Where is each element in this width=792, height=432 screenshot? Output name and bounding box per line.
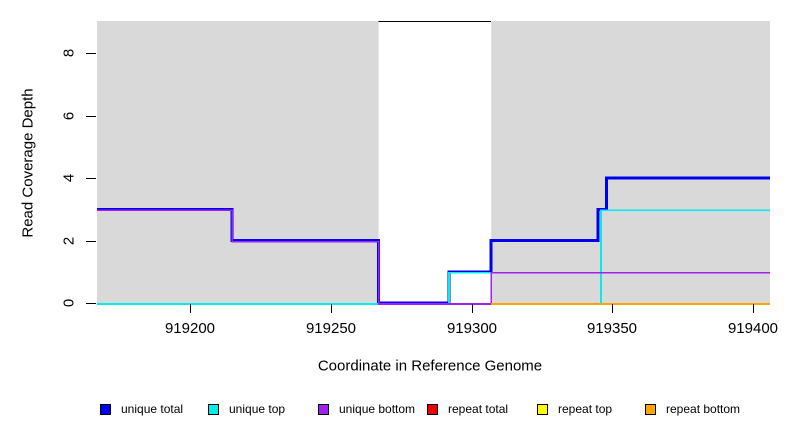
x-tick-label: 919250 <box>305 320 357 337</box>
legend-item-repeat-top: repeat top <box>537 402 612 416</box>
x-tick-label: 919400 <box>727 320 779 337</box>
legend-label: repeat top <box>558 402 613 416</box>
x-tick-label: 919300 <box>446 320 498 337</box>
legend-label: unique total <box>121 402 184 416</box>
legend-item-unique-total: unique total <box>100 402 183 416</box>
legend-label: unique bottom <box>339 402 416 416</box>
legend-item-repeat-total: repeat total <box>427 402 508 416</box>
unique-top-swatch-icon <box>208 403 219 415</box>
x-axis-title: Coordinate in Reference Genome <box>317 357 543 375</box>
y-tick-label: 0 <box>60 298 78 308</box>
highlight-band <box>378 21 492 303</box>
repeat-total-swatch-icon <box>427 403 438 415</box>
series-line-unique-bottom <box>97 209 770 305</box>
repeat-bottom-swatch-icon <box>645 403 656 415</box>
legend-item-repeat-bottom: repeat bottom <box>645 402 740 416</box>
y-axis-title: Read Coverage Depth <box>19 88 37 238</box>
y-tick-label: 8 <box>60 48 78 58</box>
legend-item-unique-bottom: unique bottom <box>318 402 415 416</box>
x-tick-label: 919200 <box>164 320 216 337</box>
y-tick-label: 6 <box>60 111 78 121</box>
y-tick-label: 4 <box>60 173 78 183</box>
x-tick-label: 919350 <box>586 320 638 337</box>
legend-label: unique top <box>229 402 286 416</box>
y-tick-label: 2 <box>60 236 78 246</box>
legend-item-unique-top: unique top <box>208 402 285 416</box>
legend-label: repeat bottom <box>666 402 741 416</box>
legend-label: repeat total <box>448 402 509 416</box>
repeat-top-swatch-icon <box>537 403 548 415</box>
unique-bottom-swatch-icon <box>318 403 329 415</box>
series-line-unique-total <box>97 176 770 305</box>
unique-total-swatch-icon <box>100 403 111 415</box>
